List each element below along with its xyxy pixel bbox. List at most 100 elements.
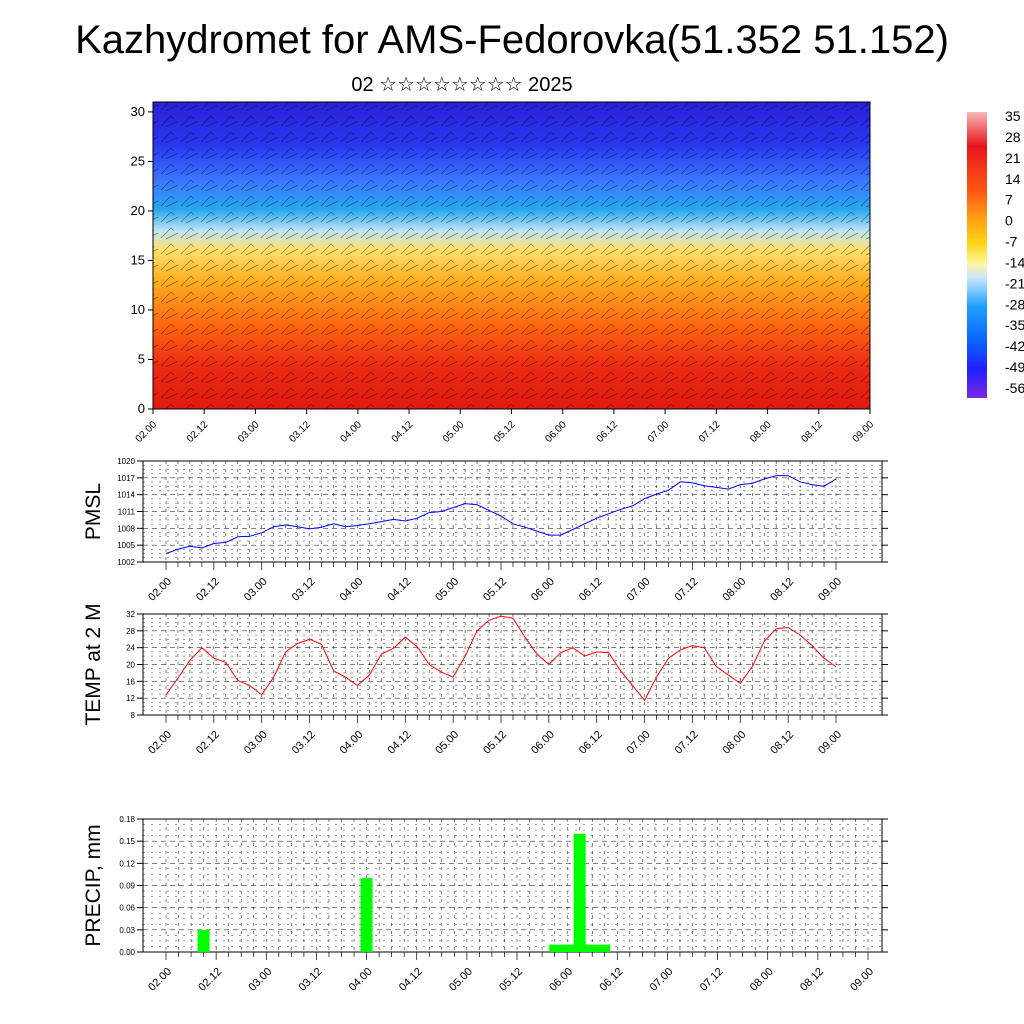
x-tick-label: 03.12 bbox=[290, 576, 318, 604]
page-subtitle: 02 ☆☆☆☆☆☆☆☆ 2025 bbox=[351, 74, 573, 96]
y-tick-label: 8 bbox=[131, 711, 136, 720]
x-tick-label: 02.12 bbox=[194, 576, 222, 604]
x-tick-label: 06.00 bbox=[543, 419, 569, 445]
x-tick-label: 07.00 bbox=[648, 966, 676, 994]
y-tick-label: 1005 bbox=[117, 541, 135, 550]
x-tick-label: 02.12 bbox=[196, 966, 224, 994]
x-tick-label: 06.12 bbox=[577, 576, 605, 604]
x-tick-label: 08.12 bbox=[768, 729, 796, 757]
colorbar-label: 7 bbox=[1005, 192, 1013, 208]
x-tick-label: 04.12 bbox=[385, 576, 413, 604]
x-tick-label: 03.12 bbox=[290, 729, 318, 757]
x-tick-label: 02.12 bbox=[194, 729, 222, 757]
x-tick-label: 08.00 bbox=[720, 576, 748, 604]
x-tick-label: 07.12 bbox=[673, 729, 701, 757]
x-tick-label: 04.00 bbox=[347, 966, 375, 994]
x-tick-label: 02.00 bbox=[146, 576, 174, 604]
x-tick-label: 04.00 bbox=[338, 576, 366, 604]
x-tick-label: 04.12 bbox=[390, 419, 416, 445]
precip-bar bbox=[549, 944, 586, 952]
colorbar-label: 28 bbox=[1005, 129, 1021, 145]
y-axis-label: TEMP at 2 M bbox=[82, 603, 105, 725]
precip-bar bbox=[197, 929, 210, 952]
y-tick-label: 1017 bbox=[117, 474, 135, 483]
colorbar-label: 14 bbox=[1005, 171, 1021, 187]
colorbar-label: 35 bbox=[1005, 108, 1021, 124]
x-tick-label: 08.00 bbox=[748, 966, 776, 994]
x-tick-label: 06.00 bbox=[547, 966, 575, 994]
y-tick-label: 0.06 bbox=[119, 904, 135, 913]
y-tick-label: 16 bbox=[126, 677, 135, 686]
x-tick-label: 06.12 bbox=[597, 966, 625, 994]
colorbar-label: 0 bbox=[1005, 213, 1013, 229]
x-tick-label: 08.12 bbox=[798, 966, 826, 994]
x-tick-label: 07.00 bbox=[625, 729, 653, 757]
colorbar: 35 28 21 14 7 0 -7 -14 -21 -28 -35 -42 -49 -56 bbox=[967, 108, 1024, 398]
x-tick-label: 02.00 bbox=[134, 419, 160, 445]
pmsl-panel: 1002 1005 1008 1011 1014 1017 1020 02.00 02.12 03… bbox=[82, 457, 888, 604]
colorbar-label: -28 bbox=[1005, 296, 1024, 312]
y-tick-label: 12 bbox=[126, 694, 135, 703]
precip-bar bbox=[360, 878, 373, 952]
y-tick-label: 0.03 bbox=[119, 926, 135, 935]
colorbar-label: -7 bbox=[1005, 234, 1018, 250]
x-tick-label: 03.00 bbox=[246, 966, 274, 994]
y-tick-label: 0 bbox=[138, 401, 145, 416]
precip-bar bbox=[573, 833, 586, 952]
x-tick-label: 06.00 bbox=[529, 729, 557, 757]
x-tick-label: 03.12 bbox=[287, 419, 313, 445]
temp-panel: 8 12 16 20 24 28 32 02.00 02.12 03.00 03.12 04.00 04… bbox=[82, 603, 888, 757]
y-tick-label: 1020 bbox=[117, 457, 135, 466]
x-tick-label: 05.00 bbox=[433, 729, 461, 757]
y-tick-label: 0.09 bbox=[119, 882, 135, 891]
x-tick-label: 03.12 bbox=[297, 966, 325, 994]
x-tick-label: 06.00 bbox=[529, 576, 557, 604]
y-tick-label: 32 bbox=[126, 610, 135, 619]
x-tick-label: 08.12 bbox=[768, 576, 796, 604]
x-tick-label: 04.12 bbox=[397, 966, 425, 994]
y-tick-label: 28 bbox=[126, 627, 135, 636]
x-tick-label: 04.00 bbox=[338, 729, 366, 757]
series-line bbox=[165, 475, 837, 555]
y-tick-label: 1002 bbox=[117, 558, 135, 567]
colorbar-label: -14 bbox=[1005, 254, 1024, 270]
x-tick-label: 07.00 bbox=[625, 576, 653, 604]
y-tick-label: 0.18 bbox=[119, 815, 135, 824]
x-tick-label: 03.00 bbox=[236, 419, 262, 445]
x-tick-label: 02.00 bbox=[146, 966, 174, 994]
y-tick-label: 0.12 bbox=[119, 859, 135, 868]
x-tick-label: 07.00 bbox=[646, 419, 672, 445]
y-tick-label: 25 bbox=[131, 153, 145, 168]
x-tick-label: 08.00 bbox=[720, 729, 748, 757]
x-tick-label: 02.00 bbox=[146, 729, 174, 757]
x-tick-label: 05.00 bbox=[447, 966, 475, 994]
x-tick-label: 03.00 bbox=[242, 576, 270, 604]
y-tick-label: 1014 bbox=[117, 491, 135, 500]
colorbar-label: -21 bbox=[1005, 275, 1024, 291]
x-tick-label: 03.00 bbox=[242, 729, 270, 757]
y-tick-label: 20 bbox=[131, 203, 145, 218]
wind-barbs bbox=[153, 102, 870, 409]
x-tick-label: 05.12 bbox=[481, 576, 509, 604]
y-tick-label: 30 bbox=[131, 104, 145, 119]
x-tick-label: 05.00 bbox=[441, 419, 467, 445]
y-tick-label: 5 bbox=[138, 351, 145, 366]
x-tick-label: 09.00 bbox=[851, 419, 877, 445]
x-tick-label: 05.12 bbox=[497, 966, 525, 994]
x-tick-label: 09.00 bbox=[816, 729, 844, 757]
x-tick-label: 08.00 bbox=[748, 419, 774, 445]
x-tick-label: 06.12 bbox=[577, 729, 605, 757]
y-tick-label: 10 bbox=[131, 302, 145, 317]
precip-bar bbox=[574, 944, 611, 952]
y-axis-label: PMSL bbox=[82, 483, 105, 540]
precip-panel: 0.00 0.03 0.06 0.09 0.12 0.15 0.18 02.00 02.12 03… bbox=[82, 815, 888, 994]
x-tick-label: 07.12 bbox=[697, 419, 723, 445]
x-tick-label: 05.12 bbox=[492, 419, 518, 445]
y-axis-label: PRECIP, mm bbox=[82, 824, 105, 946]
colorbar-strip bbox=[967, 112, 987, 398]
colorbar-label: 21 bbox=[1005, 150, 1021, 166]
x-tick-label: 07.12 bbox=[698, 966, 726, 994]
y-tick-label: 24 bbox=[126, 644, 135, 653]
x-tick-label: 07.12 bbox=[673, 576, 701, 604]
x-tick-label: 02.12 bbox=[185, 419, 211, 445]
